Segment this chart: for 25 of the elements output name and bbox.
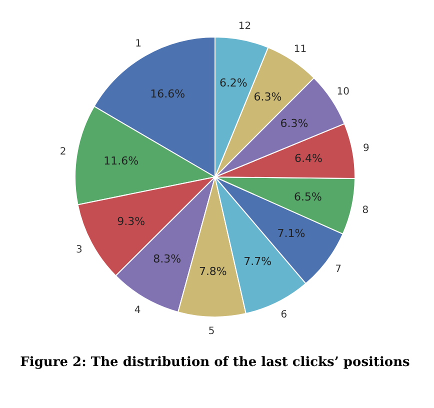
slice-label: 2 xyxy=(60,146,66,158)
slice-label: 9 xyxy=(363,142,370,154)
data-label: 8.3% xyxy=(153,252,182,266)
slice-label: 4 xyxy=(134,305,141,316)
slice-label: 5 xyxy=(208,326,215,337)
slice-label: 1 xyxy=(135,38,142,50)
slice-label: 3 xyxy=(76,244,82,256)
data-label: 7.7% xyxy=(244,255,272,268)
caption: Figure 2: The distribution of the last clicks’ positions xyxy=(20,355,410,370)
slice-label: 11 xyxy=(294,44,307,55)
data-label: 11.6% xyxy=(104,154,139,168)
data-label: 6.2% xyxy=(219,76,248,90)
data-label: 9.3% xyxy=(117,214,146,228)
data-label: 7.8% xyxy=(198,265,227,278)
data-label: 16.6% xyxy=(150,87,186,100)
slice-label: 8 xyxy=(362,204,369,216)
slice-label: 7 xyxy=(335,264,342,276)
slice-label: 6 xyxy=(280,310,288,321)
data-label: 6.5% xyxy=(294,190,322,204)
data-label: 6.4% xyxy=(294,152,322,166)
slice-label: 12 xyxy=(238,20,252,32)
data-label: 7.1% xyxy=(277,226,306,240)
data-label: 6.3% xyxy=(280,117,308,130)
slice-label: 10 xyxy=(336,86,350,98)
data-label: 6.3% xyxy=(254,90,282,104)
